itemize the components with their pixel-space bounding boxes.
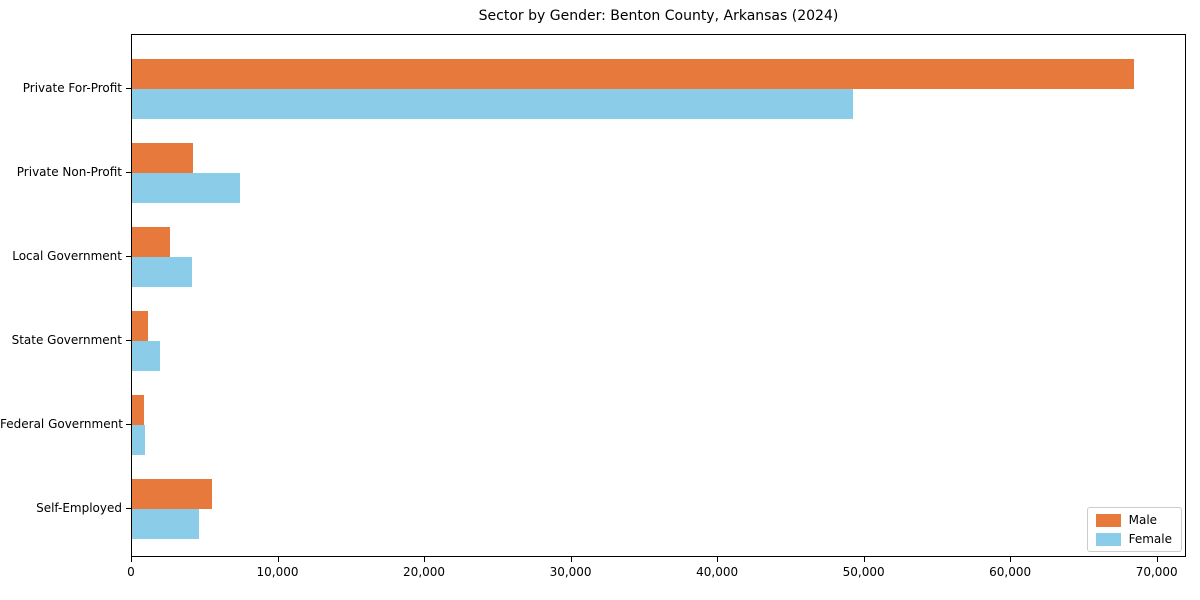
bar-male-private-non-profit — [132, 143, 194, 173]
bar-female-private-non-profit — [132, 173, 241, 203]
plot-area: Male Female — [131, 34, 1186, 557]
x-tick-label-40-000: 40,000 — [696, 565, 739, 579]
legend-entry-female: Female — [1095, 532, 1172, 546]
bar-male-local-government — [132, 227, 171, 257]
female-series-label: Female — [1128, 532, 1172, 546]
x-tick-mark — [1156, 557, 1158, 562]
y-tick-label-private-for-profit: Private For-Profit — [22, 81, 122, 95]
chart-title: Sector by Gender: Benton County, Arkansa… — [478, 8, 839, 24]
x-tick-mark — [1010, 557, 1012, 562]
y-tick-label-private-non-profit: Private Non-Profit — [16, 165, 122, 179]
bar-male-self-employed — [132, 479, 213, 509]
bars-layer — [132, 35, 1185, 556]
y-tick-label-local-government: Local Government — [12, 249, 122, 263]
x-tick-label-0: 0 — [127, 565, 135, 579]
legend-entry-male: Male — [1095, 513, 1172, 527]
bar-male-private-for-profit — [132, 59, 1134, 89]
female-series-swatch — [1095, 532, 1121, 546]
x-tick-label-60-000: 60,000 — [989, 565, 1032, 579]
x-tick-mark — [277, 557, 279, 562]
x-tick-mark — [131, 557, 132, 562]
x-tick-label-30-000: 30,000 — [549, 565, 592, 579]
bar-female-state-government — [132, 341, 160, 371]
y-tick-label-self-employed: Self-Employed — [36, 501, 122, 515]
male-series-label: Male — [1128, 513, 1158, 527]
x-tick-label-70-000: 70,000 — [1135, 565, 1178, 579]
male-series-swatch — [1095, 513, 1121, 527]
bar-male-federal-government — [132, 395, 144, 425]
x-tick-label-10-000: 10,000 — [256, 565, 299, 579]
bar-female-private-for-profit — [132, 89, 853, 119]
bar-female-local-government — [132, 257, 192, 287]
x-tick-label-50-000: 50,000 — [842, 565, 885, 579]
x-tick-mark — [717, 557, 719, 562]
bar-female-self-employed — [132, 509, 200, 539]
x-tick-mark — [570, 557, 572, 562]
y-tick-label-federal-government: Federal Government — [0, 417, 123, 431]
bar-male-state-government — [132, 311, 149, 341]
x-tick-mark — [863, 557, 865, 562]
x-tick-label-20-000: 20,000 — [403, 565, 446, 579]
x-tick-mark — [424, 557, 426, 562]
bar-female-federal-government — [132, 425, 146, 455]
y-tick-label-state-government: State Government — [11, 333, 122, 347]
legend: Male Female — [1086, 507, 1182, 552]
